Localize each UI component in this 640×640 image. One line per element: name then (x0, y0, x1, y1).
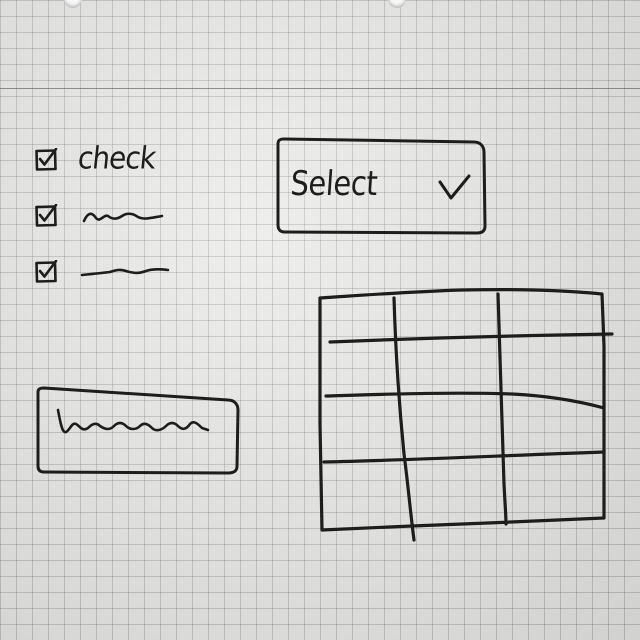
checkbox-list: check (30, 140, 170, 308)
select-frame (276, 137, 487, 235)
placeholder-squiggle-icon (80, 268, 170, 277)
checkbox-checked-icon[interactable] (34, 204, 58, 228)
paper-margin-line (0, 88, 640, 89)
checkbox-item[interactable] (30, 196, 170, 252)
punch-hole (388, 0, 406, 8)
table-border (318, 288, 606, 532)
text-input-field[interactable] (30, 384, 246, 480)
table-row-line (322, 450, 606, 464)
checkbox-item-check[interactable]: check (30, 140, 170, 196)
table-column-line (392, 296, 416, 542)
text-input-value-squiggle (56, 408, 210, 434)
checkbox-item[interactable] (30, 252, 170, 308)
punch-hole (64, 0, 82, 8)
table-column-line (496, 292, 508, 526)
select-dropdown[interactable]: Select (274, 136, 490, 236)
chevron-down-icon[interactable] (436, 174, 472, 204)
placeholder-squiggle-icon (82, 212, 164, 223)
select-label: Select (289, 164, 379, 204)
checkbox-checked-icon[interactable] (34, 148, 58, 172)
table-row-line (328, 332, 614, 344)
checkbox-label: check (76, 140, 157, 177)
data-table (318, 288, 614, 542)
checkbox-checked-icon[interactable] (34, 260, 58, 284)
table-row-line (324, 391, 606, 410)
